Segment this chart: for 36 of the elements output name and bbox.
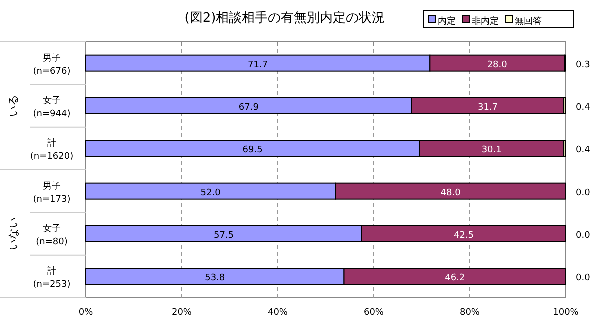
data-label: 71.7: [248, 60, 268, 70]
y-tick-label: 男子 (n=676): [33, 52, 71, 77]
x-tick-label: 0%: [78, 308, 94, 318]
data-label: 0.4: [576, 146, 591, 156]
data-label: 48.0: [440, 188, 462, 198]
x-tick-label: 80%: [460, 308, 480, 318]
data-label: 0.0: [576, 274, 591, 284]
data-label: 31.7: [478, 103, 498, 113]
legend-label: 無回答: [515, 16, 542, 27]
data-label: 46.2: [445, 274, 466, 284]
data-label: 53.8: [205, 274, 226, 284]
y-tick-label: 計 (n=253): [33, 266, 71, 290]
data-label: 0.4: [576, 103, 591, 113]
x-tick-label: 100%: [553, 308, 580, 318]
data-label: 57.5: [214, 231, 234, 241]
x-tick-label: 40%: [268, 308, 288, 318]
data-label: 28.0: [487, 60, 508, 70]
text: いない: [7, 218, 20, 250]
data-label: 30.1: [482, 146, 502, 156]
data-label: 42.5: [454, 231, 474, 241]
x-tick-label: 60%: [364, 308, 384, 318]
y-tick-label: 計 (n=1620): [30, 138, 74, 162]
data-label: 0.0: [576, 188, 591, 198]
legend-label: 非内定: [472, 16, 499, 27]
legend-label: 内定: [438, 16, 456, 27]
text: いる: [7, 95, 20, 117]
data-label: 0.3: [576, 60, 590, 70]
data-label: 67.9: [238, 103, 260, 113]
y-tick-label: 男子 (n=173): [33, 180, 71, 205]
y-tick-label: 女子 (n=944): [33, 96, 71, 120]
data-label: 69.5: [242, 146, 263, 156]
data-label: 52.0: [200, 188, 222, 198]
data-label: 0.0: [576, 231, 591, 241]
x-tick-label: 20%: [172, 308, 192, 318]
chart-title: (図2)相談相手の有無別内定の状況: [184, 11, 386, 26]
y-tick-label: 女子 (n=80): [36, 224, 68, 248]
